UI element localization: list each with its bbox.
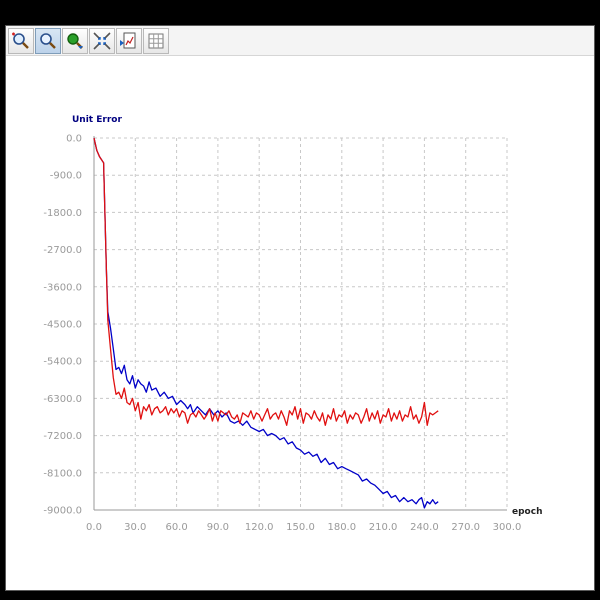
x-tick-label: 60.0 xyxy=(165,522,187,533)
x-tick-label: 180.0 xyxy=(327,522,356,533)
chart-grid xyxy=(93,137,508,511)
y-tick-label: -7200.0 xyxy=(43,431,82,442)
x-tick-label: 30.0 xyxy=(124,522,146,533)
x-tick-label: 300.0 xyxy=(493,522,522,533)
series-line-blue xyxy=(93,137,439,509)
y-axis-title: Unit Error xyxy=(72,115,122,125)
x-tick-label: 240.0 xyxy=(410,522,439,533)
zoom-icon xyxy=(40,33,56,49)
tick-labels: 0.0 -900.0 -1800.0 -2700.0 -3600.0 -4500.0 -54… xyxy=(43,134,521,534)
series-lines xyxy=(93,137,439,509)
x-tick-label: 90.0 xyxy=(207,522,229,533)
x-tick-label: 270.0 xyxy=(451,522,480,533)
x-tick-label: 0.0 xyxy=(86,522,102,533)
y-tick-label: -8100.0 xyxy=(43,468,82,479)
y-tick-label: -900.0 xyxy=(50,171,82,182)
x-axis-title: epoch xyxy=(512,507,542,517)
fit-icon xyxy=(93,32,111,50)
fit-button[interactable] xyxy=(89,28,115,54)
y-tick-label: -3600.0 xyxy=(43,282,82,293)
y-tick-label: -1800.0 xyxy=(43,208,82,219)
export-icon xyxy=(120,32,136,49)
x-tick-label: 120.0 xyxy=(245,522,274,533)
series-line-red xyxy=(93,137,439,426)
y-tick-label: -5400.0 xyxy=(43,357,82,368)
zoom-in-button[interactable] xyxy=(8,28,34,54)
chart-window: 0.0 -900.0 -1800.0 -2700.0 -3600.0 -4500.0 -54… xyxy=(5,25,595,591)
line-chart: 0.0 -900.0 -1800.0 -2700.0 -3600.0 -4500.0 -54… xyxy=(43,115,542,534)
zoom-reset-icon xyxy=(67,33,83,49)
y-tick-label: -6300.0 xyxy=(43,394,82,405)
y-tick-label: -2700.0 xyxy=(43,245,82,256)
zoom-button[interactable] xyxy=(35,28,61,54)
y-tick-label: -4500.0 xyxy=(43,320,82,331)
export-button[interactable] xyxy=(116,28,142,54)
x-tick-label: 210.0 xyxy=(369,522,398,533)
toolbar xyxy=(6,26,594,56)
x-tick-label: 150.0 xyxy=(286,522,315,533)
zoom-in-icon xyxy=(12,32,29,49)
grid-toggle-icon xyxy=(148,33,164,49)
y-tick-label: 0.0 xyxy=(66,134,82,145)
zoom-reset-button[interactable] xyxy=(62,28,88,54)
y-tick-label: -9000.0 xyxy=(43,506,82,517)
grid-toggle-button[interactable] xyxy=(143,28,169,54)
